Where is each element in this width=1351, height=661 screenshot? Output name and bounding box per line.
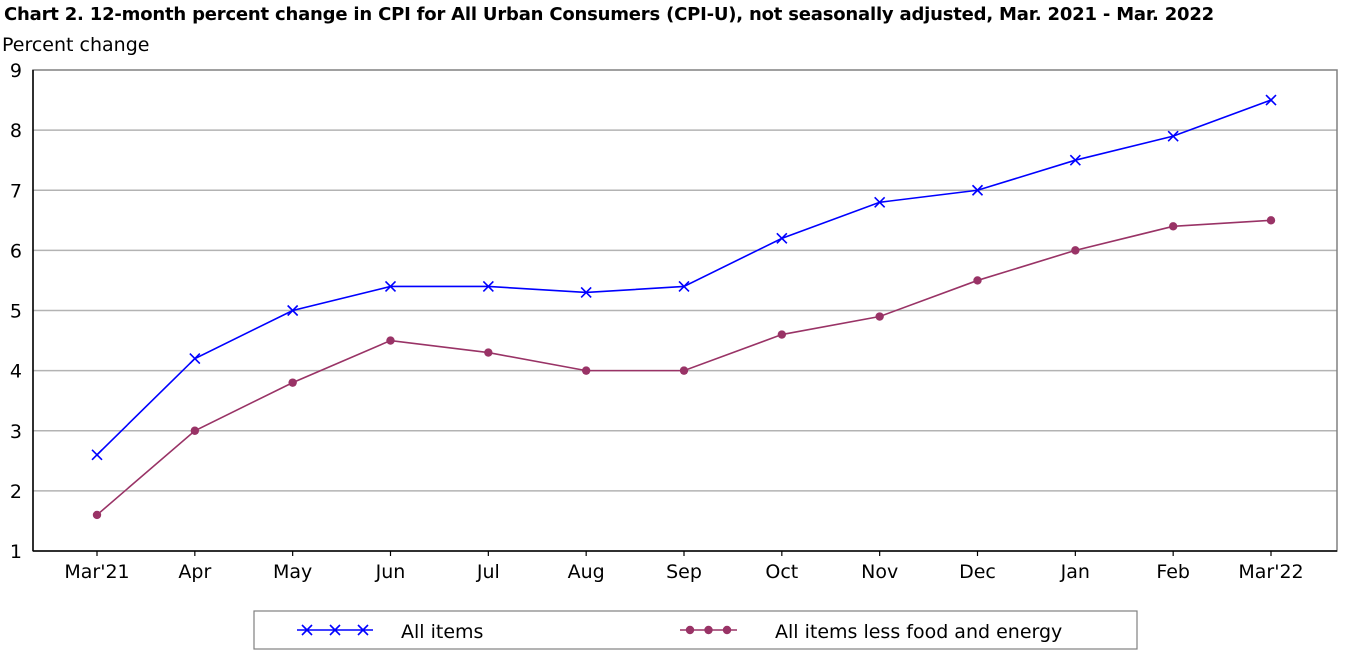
data-point: [777, 330, 787, 339]
data-point: [581, 366, 591, 375]
series-group: [91, 94, 1277, 520]
marker-stroke: [482, 280, 494, 293]
data-point: [580, 286, 592, 299]
data-point: [971, 184, 984, 196]
y-tick-label: 7: [10, 180, 22, 202]
data-point: [482, 280, 494, 293]
series-core: [92, 216, 1276, 520]
y-tick-label: 4: [10, 361, 22, 383]
legend-label: All items: [401, 621, 483, 643]
data-point: [678, 280, 690, 293]
marker-stroke: [329, 624, 341, 636]
data-point: [386, 336, 395, 345]
x-tick-label: Aug: [568, 561, 605, 583]
marker-stroke: [357, 624, 369, 636]
data-point: [776, 232, 788, 244]
x-tick-label: May: [273, 561, 312, 583]
x-tick-label: Jun: [375, 561, 406, 583]
data-point: [189, 353, 201, 365]
data-point: [1266, 216, 1276, 225]
legend-marker: [685, 625, 695, 635]
data-point: [1265, 94, 1277, 106]
marker-stroke: [580, 286, 592, 299]
x-tick-label: Dec: [959, 561, 996, 583]
series-line: [96, 99, 1272, 456]
y-tick-label: 2: [10, 481, 22, 503]
data-point: [1069, 154, 1081, 166]
y-tick-label: 9: [10, 60, 22, 82]
data-point: [1071, 246, 1080, 255]
y-tick-label: 3: [10, 421, 22, 443]
x-tick-label: Sep: [666, 561, 702, 583]
data-point: [973, 276, 982, 285]
data-point: [384, 280, 397, 293]
data-point: [91, 449, 103, 461]
x-tick-label: Nov: [861, 561, 898, 583]
x-tick-label: Jul: [476, 561, 500, 583]
data-point: [679, 366, 689, 375]
data-point: [288, 378, 297, 387]
x-tick-label: Mar'22: [1238, 561, 1303, 583]
series-all-items: [91, 94, 1277, 461]
axes: 1 2 3 4 5 6 7 8 9 Mar'21 Apr May Jun Jul Aug Sep Oct Nov D…: [10, 60, 1338, 583]
marker-stroke: [1069, 154, 1081, 166]
legend-marker: [301, 624, 313, 636]
x-tick-label: Oct: [765, 561, 798, 583]
marker-stroke: [189, 353, 201, 365]
legend-marker: [704, 625, 713, 635]
legend-item: All items: [297, 621, 483, 643]
marker-stroke: [91, 449, 103, 461]
data-point: [874, 196, 886, 208]
legend-label: All items less food and energy: [775, 621, 1062, 643]
marker-stroke: [776, 232, 788, 244]
chart-title: Chart 2. 12-month percent change in CPI …: [4, 4, 1214, 25]
legend: All items All items less food and energy: [253, 610, 1138, 650]
x-tick-label: Jan: [1060, 561, 1090, 583]
data-point: [1167, 130, 1179, 142]
legend-marker: [329, 624, 341, 636]
y-tick-label: 8: [10, 120, 22, 142]
legend-marker: [722, 625, 732, 635]
marker-stroke: [971, 184, 984, 196]
data-point: [92, 510, 102, 520]
y-tick-label: 5: [10, 301, 22, 323]
data-point: [875, 312, 884, 321]
x-tick-label: Apr: [178, 561, 211, 583]
marker-stroke: [1167, 130, 1179, 142]
marker-stroke: [874, 196, 886, 208]
y-tick-label: 6: [10, 240, 22, 262]
gridlines: [33, 129, 1337, 492]
marker-stroke: [384, 280, 397, 293]
x-tick-label: Mar'21: [64, 561, 129, 583]
marker-stroke: [678, 280, 690, 293]
marker-stroke: [1265, 94, 1277, 106]
y-tick-label: 1: [10, 541, 22, 563]
marker-stroke: [301, 624, 313, 636]
legend-item: All items less food and energy: [680, 621, 1062, 643]
marker-stroke: [287, 304, 299, 317]
data-point: [1168, 222, 1178, 231]
x-tick-label: Feb: [1156, 561, 1190, 583]
data-point: [190, 426, 200, 435]
y-axis-label: Percent change: [2, 34, 150, 56]
data-point: [287, 304, 299, 317]
data-point: [484, 348, 493, 357]
legend-marker: [357, 624, 369, 636]
